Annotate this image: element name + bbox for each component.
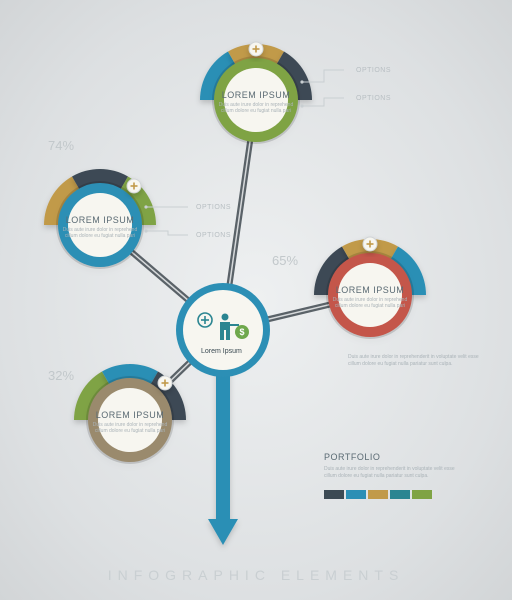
pct-label: 65%	[272, 253, 298, 268]
node-body: cillum dolore eu fugiat nulla pari	[65, 233, 135, 239]
node-bottom: LOREM IPSUMDuis aute irure dolor in repr…	[48, 364, 186, 464]
options-label: OPTIONS	[356, 67, 391, 74]
node-disc	[68, 193, 132, 257]
portfolio-swatch	[412, 490, 432, 499]
node-right: LOREM IPSUM Duis aute irure dolor in repr…	[272, 237, 479, 367]
node-title: LOREM IPSUM	[222, 90, 291, 100]
node-left: LOREM IPSUMDuis aute irure dolor in repr…	[44, 138, 231, 269]
node-title: LOREM IPSUM	[96, 410, 165, 420]
node-title: LOREM IPSUM	[336, 285, 405, 295]
node-disc	[224, 68, 288, 132]
node-body: cillum dolore eu fugiat nulla pari	[221, 108, 291, 114]
node-title: LOREM IPSUM	[66, 215, 135, 225]
pct-label: 32%	[48, 368, 74, 383]
portfolio-title: PORTFOLIO	[324, 452, 380, 462]
pct-label: 74%	[48, 138, 74, 153]
node-side-text: cillum dolore eu fugiat nulla pariatur s…	[348, 361, 453, 367]
center-label: Lorem Ipsum	[201, 348, 242, 355]
options-label: OPTIONS	[196, 204, 231, 211]
node-disc	[338, 263, 402, 327]
node-top: LOREM IPSUMDuis aute irure dolor in repr…	[200, 42, 391, 144]
options-label: OPTIONS	[356, 95, 391, 102]
options-label: OPTIONS	[196, 232, 231, 239]
node-disc	[98, 388, 162, 452]
portfolio-body: cillum dolore eu fugiat nulla pariatur s…	[324, 473, 429, 479]
svg-text:$: $	[239, 327, 244, 337]
node-side-text: Duis aute irure dolor in reprehenderit i…	[348, 354, 479, 360]
portfolio-swatch	[368, 490, 388, 499]
portfolio-swatch	[324, 490, 344, 499]
portfolio-swatch	[390, 490, 410, 499]
portfolio-swatch	[346, 490, 366, 499]
node-body: cillum dolore eu fugiat nulla pari	[95, 428, 165, 434]
portfolio-body: Duis aute irure dolor in reprehenderit i…	[324, 466, 455, 472]
page-title: INFOGRAPHIC ELEMENTS	[108, 567, 405, 583]
node-body: cillum dolore eu fugiat nulla pari	[335, 303, 405, 309]
